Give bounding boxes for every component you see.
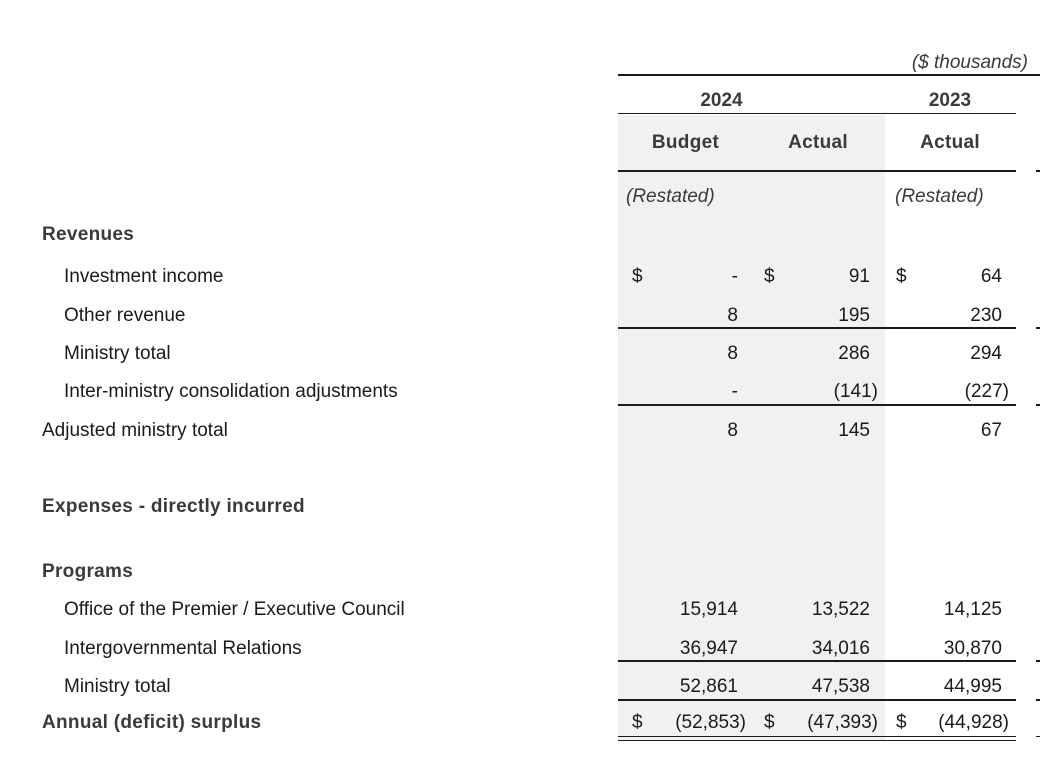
actual-2024-header: Actual	[788, 132, 848, 153]
actual-value: 286	[838, 343, 870, 364]
prior-value: (227)	[964, 381, 1009, 402]
shaded-column-2024	[618, 115, 885, 740]
header-top-rule	[618, 74, 1040, 76]
actual-value: (47,393)	[807, 712, 878, 733]
actual-value: 145	[838, 420, 870, 441]
budget-value: 36,947	[679, 638, 738, 659]
budget-header: Budget	[651, 132, 720, 153]
actual-value: 47,538	[811, 676, 870, 697]
units-label: ($ thousands)	[911, 52, 1028, 73]
prior-value: 230	[970, 305, 1002, 326]
section-programs: Programs	[42, 561, 134, 582]
actual-value: (141)	[833, 381, 878, 402]
row-label: Ministry total	[64, 343, 171, 364]
subtotal-rule	[618, 660, 1016, 662]
subtotal-rule-tail	[1036, 404, 1040, 406]
prior-value: (44,928)	[938, 712, 1009, 733]
budget-value: -	[731, 266, 738, 287]
prior-value: 14,125	[943, 599, 1002, 620]
budget-value: -	[731, 381, 738, 402]
prior-value: 30,870	[943, 638, 1002, 659]
subtotal-rule-tail	[1036, 660, 1040, 662]
prior-value: 294	[970, 343, 1002, 364]
actual-value: 34,016	[811, 638, 870, 659]
currency-symbol: $	[764, 712, 775, 733]
column-header-rule-tail	[1036, 170, 1040, 172]
actual-value: 195	[838, 305, 870, 326]
row-label: Inter-ministry consolidation adjustments	[64, 381, 398, 402]
subtotal-rule-tail	[1036, 327, 1040, 329]
currency-symbol: $	[632, 712, 643, 733]
double-rule-bottom	[618, 740, 1016, 741]
subtotal-rule	[618, 699, 1016, 701]
row-label: Ministry total	[64, 676, 171, 697]
subtotal-rule	[618, 327, 1016, 329]
actual-2023-header: Actual	[920, 132, 980, 153]
currency-symbol: $	[632, 266, 643, 287]
restated-budget-note: (Restated)	[626, 186, 715, 207]
restated-2023-note: (Restated)	[895, 186, 984, 207]
budget-value: 8	[727, 305, 738, 326]
currency-symbol: $	[896, 266, 907, 287]
year-rule	[618, 113, 1016, 114]
double-rule-top	[618, 736, 1016, 737]
budget-value: 15,914	[679, 599, 738, 620]
year-2024-header: 2024	[700, 90, 743, 111]
row-label: Investment income	[64, 266, 224, 287]
budget-value: 52,861	[679, 676, 738, 697]
row-label: Intergovernmental Relations	[64, 638, 302, 659]
actual-value: 91	[848, 266, 870, 287]
currency-symbol: $	[764, 266, 775, 287]
budget-value: (52,853)	[675, 712, 746, 733]
prior-value: 67	[980, 420, 1002, 441]
double-rule-tail	[1036, 736, 1040, 737]
row-label: Annual (deficit) surplus	[42, 712, 262, 733]
prior-value: 44,995	[943, 676, 1002, 697]
budget-value: 8	[727, 343, 738, 364]
budget-value: 8	[727, 420, 738, 441]
actual-value: 13,522	[811, 599, 870, 620]
section-expenses: Expenses - directly incurred	[42, 496, 305, 517]
year-2023-header: 2023	[928, 90, 972, 111]
column-header-rule	[618, 170, 1016, 172]
section-revenues: Revenues	[42, 224, 135, 245]
row-label: Other revenue	[64, 305, 186, 326]
prior-value: 64	[980, 266, 1002, 287]
subtotal-rule	[618, 404, 1016, 406]
subtotal-rule-tail	[1036, 699, 1040, 701]
row-label: Adjusted ministry total	[42, 420, 228, 441]
row-label: Office of the Premier / Executive Counci…	[64, 599, 405, 620]
currency-symbol: $	[896, 712, 907, 733]
